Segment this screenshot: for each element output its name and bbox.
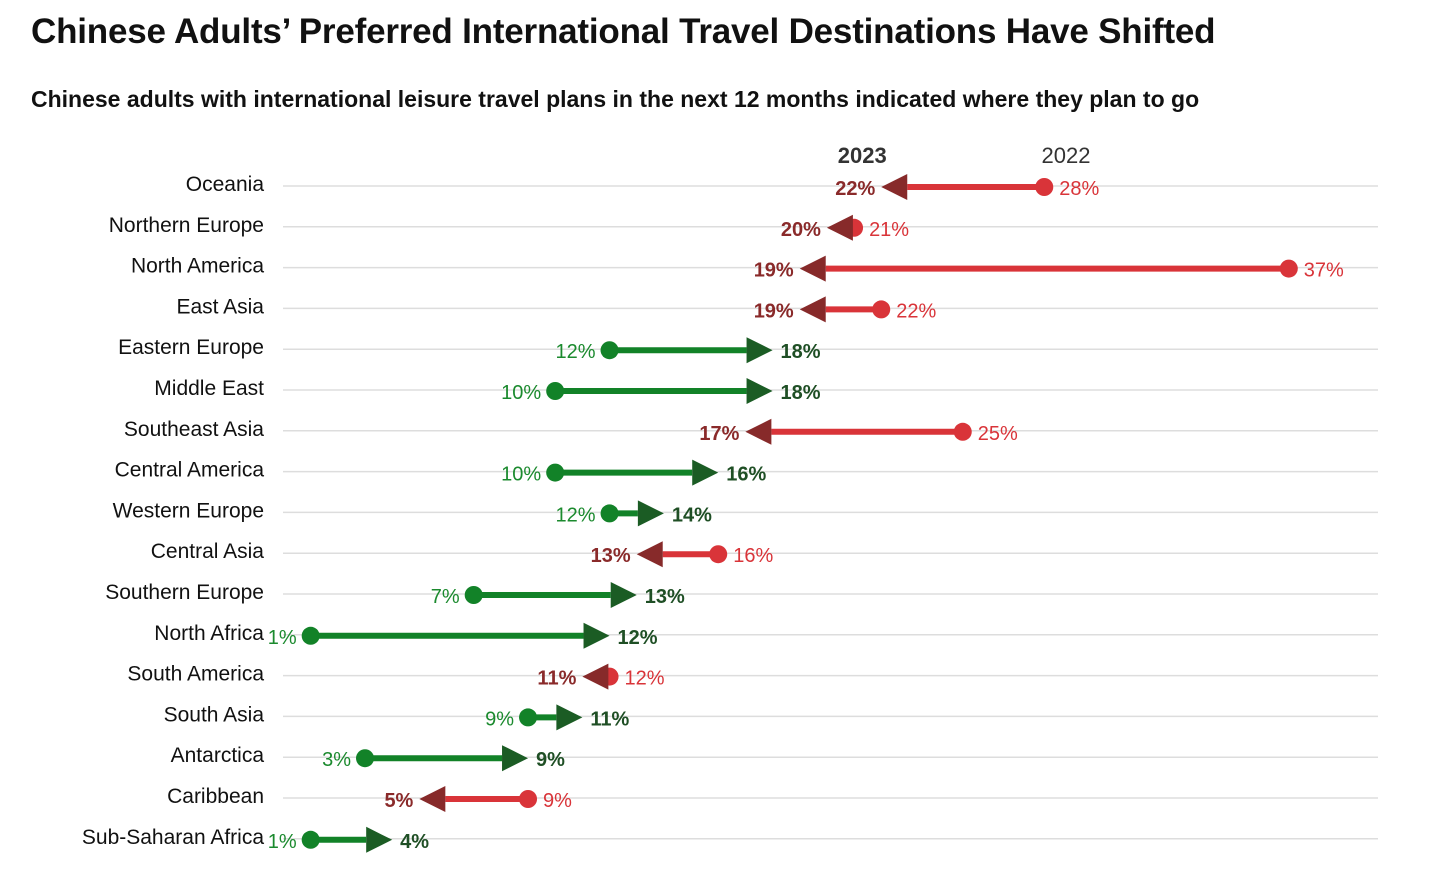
point-2022 xyxy=(1279,259,1298,278)
category-label: Eastern Europe xyxy=(118,336,264,359)
point-2022 xyxy=(1035,178,1054,196)
arrow-2023 xyxy=(799,296,826,323)
label-2023: 18% xyxy=(781,341,821,363)
category-label: Antarctica xyxy=(171,744,265,767)
category-label: South America xyxy=(127,663,264,686)
chart-title: Chinese Adults’ Preferred International … xyxy=(31,12,1216,51)
category-label: Central America xyxy=(115,459,265,482)
arrow-2023 xyxy=(826,214,853,241)
label-2022: 7% xyxy=(431,586,460,608)
label-2022: 9% xyxy=(485,708,514,730)
point-2022 xyxy=(600,341,619,360)
point-2022 xyxy=(709,545,728,564)
category-label: North America xyxy=(131,255,264,278)
arrow-2023 xyxy=(637,500,664,527)
point-2022 xyxy=(301,626,320,645)
point-2022 xyxy=(519,708,538,727)
label-2023: 17% xyxy=(699,423,739,445)
arrow-2023 xyxy=(610,582,637,608)
label-2023: 22% xyxy=(835,178,875,200)
category-label: Western Europe xyxy=(113,499,264,522)
label-2023: 20% xyxy=(781,219,821,241)
arrow-2023 xyxy=(419,786,446,812)
point-2022 xyxy=(600,504,619,523)
arrow-2023 xyxy=(582,663,609,690)
chart-subtitle: Chinese adults with international leisur… xyxy=(31,86,1200,112)
label-2023: 4% xyxy=(400,831,429,853)
category-label: South Asia xyxy=(164,703,265,726)
arrow-2023 xyxy=(636,541,663,568)
category-label: North Africa xyxy=(154,622,264,645)
label-2023: 18% xyxy=(781,382,821,404)
label-2023: 11% xyxy=(590,708,629,730)
label-2022: 16% xyxy=(733,545,773,567)
point-2022 xyxy=(872,300,891,319)
label-2022: 22% xyxy=(896,300,936,322)
arrow-2023 xyxy=(745,418,772,445)
label-2022: 3% xyxy=(322,749,351,771)
label-2022: 21% xyxy=(869,219,909,241)
label-2023: 19% xyxy=(754,300,794,322)
arrow-2023 xyxy=(502,745,529,772)
label-2022: 1% xyxy=(268,831,297,853)
point-2022 xyxy=(301,830,320,849)
label-2023: 16% xyxy=(726,464,766,486)
category-label: East Asia xyxy=(176,295,264,318)
label-2023: 13% xyxy=(591,545,631,567)
legend-2023: 2023 xyxy=(838,143,887,168)
category-label: Central Asia xyxy=(151,540,265,563)
category-label: Southern Europe xyxy=(105,581,264,604)
arrow-2023 xyxy=(366,826,393,853)
arrow-2023 xyxy=(692,459,719,486)
label-2022: 28% xyxy=(1059,178,1099,200)
point-2022 xyxy=(356,749,375,768)
label-2023: 5% xyxy=(384,790,413,812)
category-label: Oceania xyxy=(186,173,265,196)
label-2023: 11% xyxy=(537,668,576,690)
label-2023: 9% xyxy=(536,749,565,771)
arrow-2023 xyxy=(746,378,773,404)
arrow-2023 xyxy=(583,622,610,649)
label-2022: 12% xyxy=(625,668,665,690)
label-2022: 10% xyxy=(501,382,541,404)
category-label: Southeast Asia xyxy=(124,418,264,441)
arrow-2023 xyxy=(799,255,826,282)
label-2022: 9% xyxy=(543,790,572,812)
point-2022 xyxy=(464,586,483,604)
category-label: Caribbean xyxy=(167,785,264,808)
category-label: Sub-Saharan Africa xyxy=(82,826,264,849)
point-2022 xyxy=(546,463,565,482)
arrow-2023 xyxy=(881,174,908,200)
label-2022: 12% xyxy=(556,341,596,363)
category-label: Middle East xyxy=(154,377,264,400)
label-2022: 25% xyxy=(978,423,1018,445)
arrow-2023 xyxy=(556,704,583,731)
label-2022: 1% xyxy=(268,627,297,649)
label-2023: 12% xyxy=(618,627,658,649)
point-2022 xyxy=(546,382,565,400)
label-2022: 12% xyxy=(556,504,596,526)
arrow-2023 xyxy=(746,337,773,364)
point-2022 xyxy=(953,422,972,441)
label-2022: 37% xyxy=(1304,260,1344,282)
label-2023: 19% xyxy=(754,260,794,282)
category-label: Northern Europe xyxy=(109,214,264,237)
point-2022 xyxy=(519,790,538,808)
label-2023: 14% xyxy=(672,504,712,526)
label-2022: 10% xyxy=(501,464,541,486)
label-2023: 13% xyxy=(645,586,685,608)
legend-2022: 2022 xyxy=(1042,143,1091,168)
